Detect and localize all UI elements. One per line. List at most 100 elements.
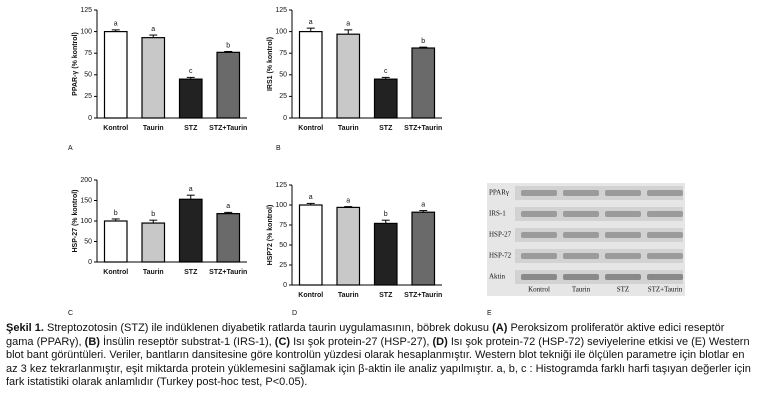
bar bbox=[141, 222, 166, 263]
panel-label: B bbox=[276, 145, 281, 152]
caption: Şekil 1. Streptozotosin (STZ) ile indükl… bbox=[6, 322, 754, 390]
x-tick-label: STZ bbox=[184, 269, 198, 276]
panel-label: C bbox=[68, 310, 73, 317]
lane-label: Kontrol bbox=[528, 286, 550, 294]
y-tick-label: 50 bbox=[84, 238, 92, 245]
error-bar bbox=[344, 206, 353, 208]
bar bbox=[336, 206, 361, 286]
band-label: HSP-72 bbox=[489, 252, 512, 260]
blot-band bbox=[647, 253, 683, 259]
blot-band bbox=[563, 211, 599, 217]
y-tick-label: 100 bbox=[275, 28, 287, 35]
blot-band bbox=[521, 274, 557, 280]
y-tick-label: 50 bbox=[279, 242, 287, 249]
y-tick-label: 125 bbox=[80, 7, 92, 14]
caption-text: (A) bbox=[492, 322, 508, 334]
blot-band bbox=[605, 211, 641, 217]
blot-band bbox=[605, 232, 641, 238]
significance-letter: b bbox=[421, 38, 425, 45]
x-tick-label: STZ bbox=[184, 125, 198, 132]
blot-band bbox=[647, 190, 683, 196]
significance-letter: a bbox=[309, 194, 313, 201]
significance-letter: a bbox=[421, 201, 425, 208]
lane-label: STZ bbox=[617, 286, 629, 294]
y-tick-label: 0 bbox=[283, 282, 287, 289]
panel-label: E bbox=[487, 310, 492, 317]
caption-text: Streptozotosin (STZ) ile indüklenen diya… bbox=[43, 322, 493, 334]
blot-band bbox=[563, 232, 599, 238]
x-tick-label: Kontrol bbox=[298, 292, 323, 299]
error-bar bbox=[344, 29, 353, 35]
error-bar bbox=[149, 34, 158, 38]
y-tick-label: 0 bbox=[283, 115, 287, 122]
significance-letter: a bbox=[114, 21, 118, 28]
y-tick-label: 25 bbox=[279, 262, 287, 269]
caption-text: (B) bbox=[84, 335, 100, 348]
significance-letter: a bbox=[346, 197, 350, 204]
significance-letter: b bbox=[114, 210, 118, 217]
caption-text: Isı şok protein-72 (HSP-72) seviyelerine… bbox=[6, 335, 751, 389]
blot-band bbox=[605, 253, 641, 259]
blot-band bbox=[647, 232, 683, 238]
bar bbox=[141, 37, 166, 119]
blot-band bbox=[521, 211, 557, 217]
significance-letter: b bbox=[384, 211, 388, 218]
significance-letter: c bbox=[189, 68, 193, 75]
error-bar bbox=[224, 50, 233, 53]
y-tick-label: 75 bbox=[84, 50, 92, 57]
bar bbox=[178, 78, 203, 119]
significance-letter: c bbox=[384, 68, 388, 75]
x-tick-label: STZ bbox=[379, 125, 393, 132]
significance-letter: a bbox=[346, 21, 350, 28]
blot-band bbox=[521, 253, 557, 259]
x-tick-label: STZ bbox=[379, 292, 393, 299]
x-tick-label: Taurin bbox=[143, 269, 164, 276]
significance-letter: a bbox=[189, 186, 193, 193]
blot-band bbox=[521, 190, 557, 196]
significance-letter: b bbox=[151, 211, 155, 218]
panel-label: A bbox=[68, 145, 73, 152]
bar bbox=[411, 47, 436, 119]
x-tick-label: Taurin bbox=[338, 125, 359, 132]
x-tick-label: STZ+Taurin bbox=[404, 292, 442, 299]
y-axis-label: HSP72 (% kontrol) bbox=[267, 205, 274, 266]
x-tick-label: STZ+Taurin bbox=[209, 269, 247, 276]
y-tick-label: 75 bbox=[279, 222, 287, 229]
blot-band bbox=[563, 190, 599, 196]
significance-letter: a bbox=[309, 19, 313, 26]
band-label: Aktin bbox=[489, 273, 505, 281]
y-tick-label: 100 bbox=[80, 28, 92, 35]
bar bbox=[178, 198, 203, 263]
bar bbox=[216, 213, 241, 263]
y-axis-label: HSP-27 (% kontrol) bbox=[72, 189, 79, 252]
y-tick-label: 0 bbox=[88, 259, 92, 266]
error-bar bbox=[186, 194, 195, 200]
band-label: HSP-27 bbox=[489, 231, 512, 239]
blot-band bbox=[605, 274, 641, 280]
blot-band bbox=[521, 232, 557, 238]
error-bar bbox=[186, 76, 195, 80]
y-tick-label: 25 bbox=[279, 93, 287, 100]
y-tick-label: 25 bbox=[84, 93, 92, 100]
bar bbox=[373, 78, 398, 119]
error-bar bbox=[111, 29, 120, 32]
significance-letter: b bbox=[226, 42, 230, 49]
error-bar bbox=[381, 76, 390, 80]
bar bbox=[298, 204, 323, 286]
blot-band bbox=[647, 211, 683, 217]
x-tick-label: STZ+Taurin bbox=[404, 125, 442, 132]
y-tick-label: 50 bbox=[84, 72, 92, 79]
error-bar bbox=[111, 218, 120, 221]
bar bbox=[411, 211, 436, 286]
y-tick-label: 100 bbox=[275, 202, 287, 209]
error-bar bbox=[419, 210, 428, 213]
caption-text: Şekil 1. bbox=[6, 322, 44, 334]
x-tick-label: Kontrol bbox=[103, 125, 128, 132]
y-tick-label: 50 bbox=[279, 72, 287, 79]
x-tick-label: Taurin bbox=[338, 292, 359, 299]
error-bar bbox=[419, 46, 428, 49]
bar bbox=[103, 220, 128, 263]
band-label: IRS-1 bbox=[489, 210, 506, 218]
x-tick-label: Kontrol bbox=[298, 125, 323, 132]
y-tick-label: 100 bbox=[80, 218, 92, 225]
